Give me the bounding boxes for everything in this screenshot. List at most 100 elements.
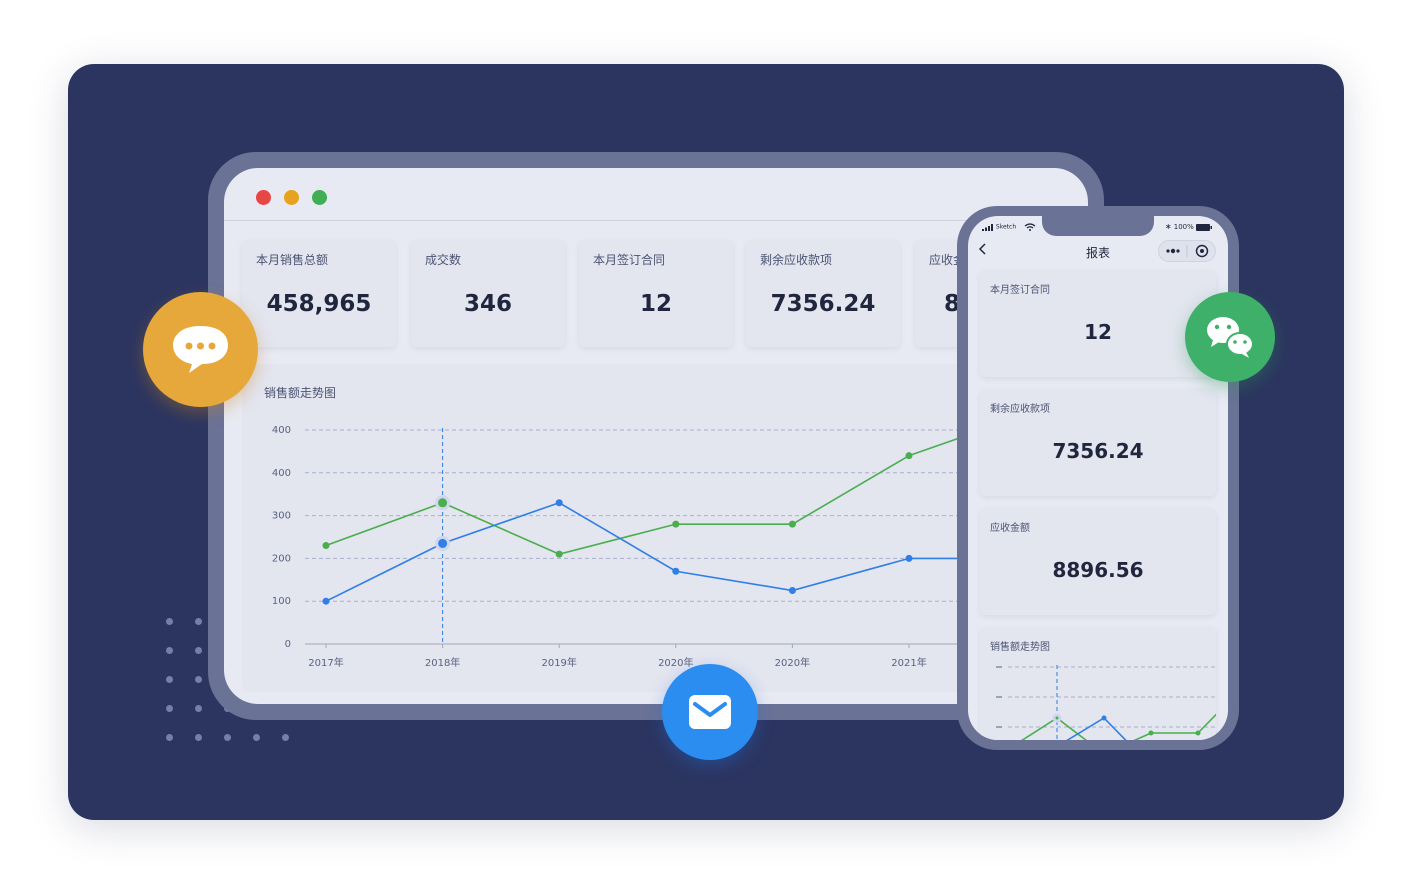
data-point bbox=[672, 567, 680, 575]
carrier-label: Sketch bbox=[995, 223, 1017, 231]
minimize-window-button[interactable] bbox=[284, 190, 299, 205]
kpi-label: 应收金 bbox=[929, 253, 966, 267]
phone-notch bbox=[1042, 216, 1154, 236]
phone-screen: Sketch ∗ 100% 报表 本月签订合同 12 剩余应收 bbox=[968, 216, 1228, 740]
wechat-icon bbox=[1207, 317, 1254, 358]
phone-card-contracts: 本月签订合同 12 bbox=[980, 270, 1216, 377]
phone-sales-trend-chart bbox=[996, 665, 1216, 740]
decorative-dot bbox=[166, 618, 173, 625]
x-tick-label: 2019年 bbox=[541, 656, 576, 669]
data-point bbox=[555, 550, 563, 558]
card-value: 7356.24 bbox=[1052, 439, 1144, 463]
data-point bbox=[322, 597, 330, 605]
x-tick-label: 2020年 bbox=[775, 656, 810, 669]
data-point bbox=[435, 535, 451, 551]
data-point bbox=[1101, 715, 1107, 721]
y-tick-label bbox=[996, 666, 1002, 668]
data-point bbox=[1195, 730, 1201, 736]
decorative-dot bbox=[224, 734, 231, 741]
y-tick-label bbox=[996, 726, 1002, 728]
decorative-dot bbox=[282, 734, 289, 741]
sales-trend-chart-card: 销售额走势图 0 100 200 300 400 400 2017年 2018年 2019年 20… bbox=[242, 364, 1072, 692]
battery-icon bbox=[1196, 223, 1212, 231]
back-arrow-icon[interactable] bbox=[978, 242, 988, 260]
window-titlebar bbox=[224, 168, 1088, 221]
wifi-icon bbox=[1024, 223, 1036, 231]
kpi-label: 本月签订合同 bbox=[593, 253, 666, 267]
mail-badge[interactable] bbox=[662, 664, 758, 760]
y-tick-label bbox=[996, 696, 1002, 698]
kpi-value: 346 bbox=[463, 291, 512, 317]
decorative-dot bbox=[195, 676, 202, 683]
more-icon[interactable] bbox=[1166, 248, 1180, 254]
chart-title: 销售额走势图 bbox=[264, 386, 337, 400]
status-bar-right: ∗ 100% bbox=[1165, 222, 1212, 231]
decorative-dot bbox=[195, 618, 202, 625]
data-point bbox=[555, 499, 563, 507]
target-icon[interactable] bbox=[1195, 244, 1209, 258]
kpi-value: 8 bbox=[944, 291, 961, 317]
bluetooth-icon: ∗ bbox=[1164, 222, 1172, 231]
phone-chart-title: 销售额走势图 bbox=[990, 642, 1050, 653]
nav-title: 报表 bbox=[1085, 246, 1110, 260]
status-bar-left: Sketch bbox=[982, 223, 1036, 231]
data-point bbox=[788, 520, 796, 528]
phone-chart-card: 销售额走势图 bbox=[980, 627, 1216, 740]
decorative-dot bbox=[166, 705, 173, 712]
card-label: 剩余应收款项 bbox=[990, 404, 1050, 415]
battery-label: 100% bbox=[1173, 223, 1194, 231]
data-point bbox=[435, 495, 451, 511]
kpi-value: 7356.24 bbox=[770, 291, 876, 317]
chat-badge[interactable] bbox=[143, 292, 258, 407]
data-point bbox=[672, 520, 680, 528]
kpi-card-contracts: 本月签订合同 12 bbox=[579, 240, 733, 347]
mini-program-capsule bbox=[1158, 240, 1216, 262]
data-point bbox=[788, 587, 796, 594]
signal-icon bbox=[982, 223, 993, 231]
decorative-dot bbox=[166, 647, 173, 654]
kpi-card-deal-count: 成交数 346 bbox=[411, 240, 565, 347]
kpi-label: 成交数 bbox=[425, 253, 462, 267]
data-point bbox=[1052, 713, 1062, 723]
phone-card-receivable-amount: 应收金额 8896.56 bbox=[980, 508, 1216, 615]
kpi-value: 458,965 bbox=[266, 291, 372, 317]
card-label: 应收金额 bbox=[990, 523, 1030, 534]
chat-bubble-icon bbox=[173, 326, 228, 373]
kpi-value: 12 bbox=[639, 291, 672, 317]
kpi-label: 剩余应收款项 bbox=[760, 253, 833, 267]
desktop-window: 本月销售总额 458,965 成交数 346 本月签订合同 12 剩余应收款项 … bbox=[224, 168, 1088, 704]
decorative-dot bbox=[195, 647, 202, 654]
data-point bbox=[322, 542, 330, 550]
y-tick-label: 0 bbox=[285, 639, 291, 650]
decorative-dot bbox=[166, 734, 173, 741]
decorative-dot bbox=[195, 705, 202, 712]
y-tick-label: 100 bbox=[272, 596, 291, 607]
card-value: 8896.56 bbox=[1052, 558, 1144, 582]
y-tick-label: 400 bbox=[272, 468, 291, 479]
decorative-dot bbox=[166, 676, 173, 683]
x-tick-label: 2020年 bbox=[658, 656, 693, 669]
card-label: 本月签订合同 bbox=[990, 285, 1050, 296]
y-tick-label: 300 bbox=[272, 511, 291, 522]
series-line bbox=[1021, 713, 1216, 740]
close-window-button[interactable] bbox=[256, 190, 271, 205]
y-tick-label: 200 bbox=[272, 553, 291, 564]
decorative-dot bbox=[253, 734, 260, 741]
y-tick-label: 400 bbox=[272, 425, 291, 436]
mail-icon bbox=[689, 695, 731, 729]
decorative-dot bbox=[195, 734, 202, 741]
sales-trend-chart: 0 100 200 300 400 400 2017年 2018年 2019年 2020年 2020… bbox=[272, 397, 1072, 669]
card-value: 12 bbox=[1084, 320, 1112, 344]
kpi-label: 本月销售总额 bbox=[256, 253, 329, 267]
series-line bbox=[325, 501, 910, 602]
x-tick-label: 2017年 bbox=[308, 656, 343, 669]
kpi-card-monthly-sales: 本月销售总额 458,965 bbox=[242, 240, 396, 347]
series-line bbox=[325, 454, 910, 555]
x-tick-label: 2018年 bbox=[425, 656, 460, 669]
maximize-window-button[interactable] bbox=[312, 190, 327, 205]
phone-card-receivables: 剩余应收款项 7356.24 bbox=[980, 389, 1216, 496]
kpi-card-receivables: 剩余应收款项 7356.24 bbox=[746, 240, 900, 347]
x-tick-label: 2021年 bbox=[891, 656, 926, 669]
wechat-badge[interactable] bbox=[1185, 292, 1275, 382]
data-point bbox=[1148, 730, 1154, 736]
